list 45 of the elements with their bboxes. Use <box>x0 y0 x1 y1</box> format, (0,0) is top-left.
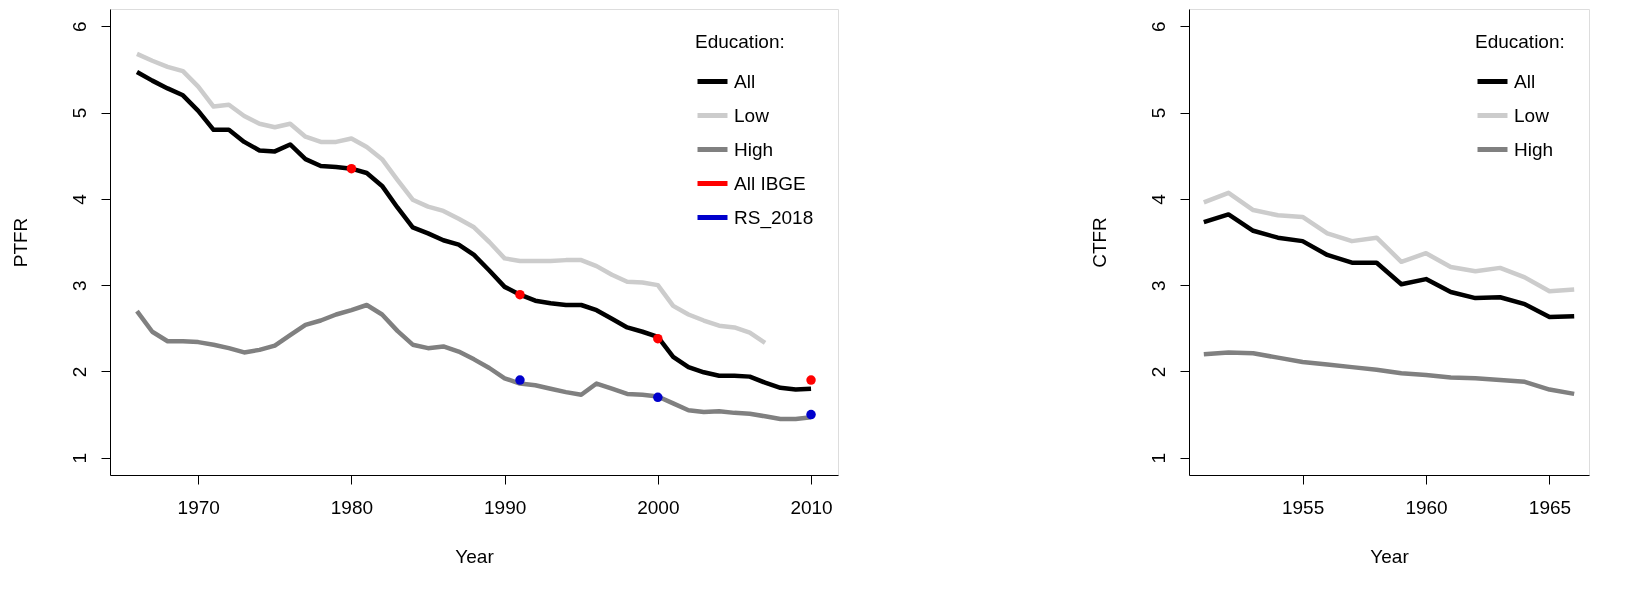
y-axis-title: CTFR <box>1088 217 1110 268</box>
point <box>806 375 816 385</box>
x-tick-label: 1955 <box>1281 496 1325 518</box>
y-tick-label: 3 <box>68 280 90 291</box>
point <box>346 163 357 174</box>
y-tick-label: 6 <box>1147 21 1169 33</box>
x-axis-title: Year <box>1370 545 1410 567</box>
point <box>806 409 816 420</box>
legend-label: RS_2018 <box>734 206 814 229</box>
y-tick-label: 1 <box>1147 452 1169 464</box>
y-tick-label: 3 <box>1147 280 1169 291</box>
y-tick-label: 2 <box>68 366 90 378</box>
point <box>515 375 525 385</box>
legend-label: All IBGE <box>734 172 806 194</box>
x-tick-label: 2010 <box>790 496 833 518</box>
y-tick-label: 5 <box>1147 107 1169 119</box>
y-tick-label: 5 <box>68 107 90 119</box>
line-series <box>1201 190 1577 294</box>
x-tick-label: 1990 <box>484 496 527 518</box>
line-series <box>1201 350 1577 397</box>
point <box>653 333 663 344</box>
y-tick-label: 2 <box>1147 366 1169 378</box>
legend-title: Education: <box>695 31 785 52</box>
y-tick-label: 1 <box>68 452 90 464</box>
y-tick-label: 6 <box>68 21 90 33</box>
legend-label: Low <box>1514 104 1550 126</box>
y-tick-label: 4 <box>68 193 90 205</box>
y-tick-label: 4 <box>1147 193 1169 205</box>
x-tick-label: 2000 <box>637 496 680 518</box>
x-tick-label: 1960 <box>1405 496 1448 518</box>
legend-label: All <box>734 70 756 92</box>
x-tick-label: 1980 <box>330 496 374 518</box>
point <box>515 289 525 300</box>
legend-label: High <box>1514 138 1554 160</box>
legend-title: Education: <box>1475 31 1565 52</box>
x-tick-label: 1970 <box>177 496 220 518</box>
line-series <box>134 69 814 392</box>
y-axis-title: PTFR <box>9 217 31 268</box>
legend-label: High <box>734 138 774 160</box>
point <box>653 392 663 403</box>
x-tick-label: 1965 <box>1528 496 1572 518</box>
legend-label: Low <box>734 104 770 126</box>
x-axis-title: Year <box>455 545 495 567</box>
line-series <box>1201 212 1577 320</box>
legend-label: All <box>1514 70 1536 92</box>
